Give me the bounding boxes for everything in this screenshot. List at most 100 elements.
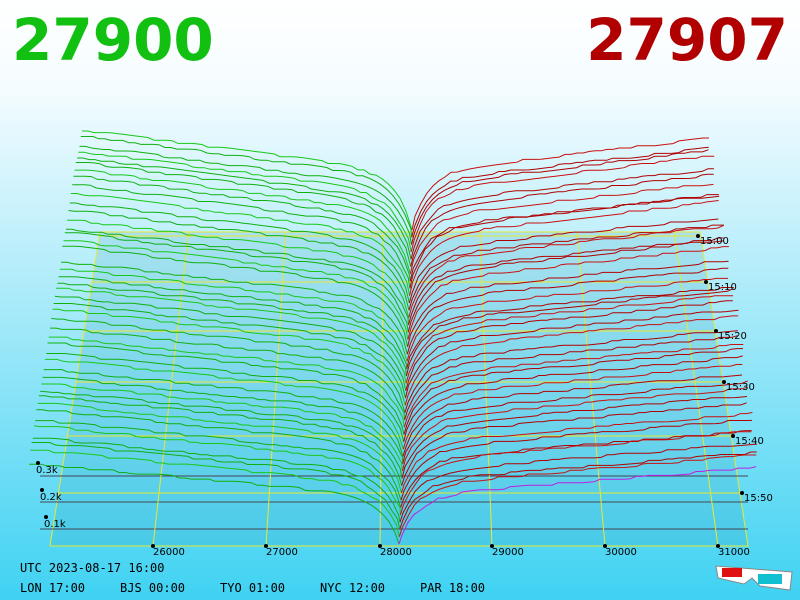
ask-curve	[408, 218, 719, 304]
timezone-label: NYC 12:00	[320, 581, 385, 595]
bid-curve	[32, 437, 401, 523]
ask-curve	[399, 431, 752, 515]
bid-curve	[61, 261, 408, 355]
price-label: 26000	[153, 547, 185, 558]
bid-curve	[46, 353, 405, 442]
bid-curve	[70, 193, 411, 296]
ask-curve	[402, 364, 743, 450]
price-tick	[603, 544, 607, 548]
bid-curve	[62, 245, 409, 347]
bid-curve	[54, 295, 407, 391]
ask-curve	[403, 344, 744, 428]
ask-curve	[409, 183, 714, 274]
axis-labels: 26000 27000 28000 29000 30000 31000 15:00 15:10…	[36, 234, 773, 558]
depth-curves	[29, 130, 758, 545]
volume-tick	[44, 515, 48, 519]
price-grid-line	[379, 231, 385, 547]
ask-curve	[411, 137, 709, 231]
ask-curve	[402, 374, 743, 457]
time-tick	[731, 434, 735, 438]
ask-curve	[409, 200, 719, 296]
price-label: 31000	[718, 547, 750, 558]
bid-curve	[69, 202, 410, 304]
ask-curve	[406, 277, 728, 362]
bid-curve	[59, 268, 408, 362]
ask-curve	[401, 386, 748, 472]
ask-curve	[403, 348, 743, 435]
ask-curve	[399, 451, 757, 530]
ask-curve	[409, 194, 719, 289]
ask-curve	[403, 355, 743, 442]
ask-curve	[410, 168, 714, 260]
bid-curve	[78, 151, 412, 253]
utc-time: UTC 2023-08-17 16:00	[20, 561, 165, 575]
time-tick	[722, 380, 726, 384]
time-label: 15:00	[700, 236, 729, 247]
ask-curve	[406, 267, 729, 355]
volume-label: 0.1k	[44, 519, 66, 530]
ask-curve	[404, 315, 739, 406]
ask-curve	[405, 295, 734, 384]
volume-tick	[40, 488, 44, 492]
price-tick	[378, 544, 382, 548]
bid-curve	[53, 303, 406, 399]
bid-curve	[63, 240, 409, 340]
ask-curve	[405, 288, 734, 377]
glasses-cyan-lens	[758, 574, 782, 584]
bid-curve	[57, 282, 407, 377]
time-tick	[714, 329, 718, 333]
ask-curve	[400, 419, 753, 501]
price-label: 30000	[605, 547, 637, 558]
price-grid-line	[152, 231, 190, 547]
time-tick	[740, 491, 744, 495]
bid-curve	[52, 308, 406, 406]
bid-curve	[72, 184, 411, 289]
bid-curve	[43, 369, 404, 457]
glasses-icon[interactable]	[715, 565, 793, 591]
price-tick	[716, 544, 720, 548]
ask-curve	[406, 287, 734, 369]
ask-curve	[408, 224, 724, 311]
timezone-label: BJS 00:00	[120, 581, 185, 595]
price-label: 27000	[266, 547, 298, 558]
bid-curve	[40, 390, 403, 479]
bid-curve	[80, 136, 413, 238]
bid-curve	[30, 449, 400, 537]
time-tick	[696, 234, 700, 238]
ask-curve	[398, 454, 757, 537]
bid-curve	[35, 420, 402, 508]
bid-curve	[68, 210, 410, 311]
time-tick	[704, 280, 708, 284]
time-label: 15:50	[744, 493, 773, 504]
bid-curve	[47, 342, 405, 435]
price-tick	[264, 544, 268, 548]
ask-curve	[407, 240, 724, 333]
bid-curve	[56, 287, 407, 384]
bid-curve	[45, 358, 404, 450]
price-tick	[151, 544, 155, 548]
volume-label: 0.2k	[40, 492, 62, 503]
ask-curve	[405, 309, 739, 399]
bid-curve	[33, 425, 401, 515]
bid-curve	[51, 317, 406, 413]
ask-curve	[410, 173, 714, 267]
price-grid-line	[265, 231, 287, 547]
bid-curve	[42, 376, 404, 464]
ask-curve	[409, 195, 720, 282]
bid-curve	[82, 130, 413, 231]
ask-curve	[411, 146, 709, 238]
price-tick	[490, 544, 494, 548]
ask-curve	[400, 412, 753, 494]
price-label: 29000	[492, 547, 524, 558]
price-grid-line	[673, 231, 719, 547]
bid-curve	[58, 276, 408, 369]
bid-curve	[41, 383, 403, 472]
ask-curve	[405, 300, 733, 391]
bid-curve	[67, 219, 410, 318]
bid-curve	[66, 228, 409, 325]
ask-curve	[411, 149, 709, 245]
price-grid-line	[479, 231, 493, 547]
ask-curve	[408, 224, 725, 318]
ask-curve	[399, 443, 758, 523]
